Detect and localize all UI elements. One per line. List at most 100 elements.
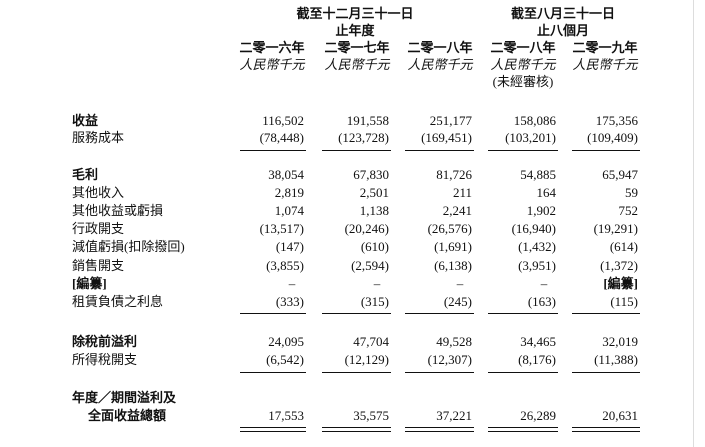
rule-line <box>322 427 391 428</box>
cell-value: (78,448) <box>259 130 304 145</box>
cell-value: (315) <box>360 294 389 309</box>
rule-line <box>488 372 558 373</box>
column-year: 二零一八年 <box>490 40 556 55</box>
cell-value: 2,819 <box>274 185 304 200</box>
rule-line <box>405 427 474 428</box>
cell-value: 37,221 <box>436 408 472 423</box>
cell-value: 164 <box>536 185 557 200</box>
cell-value: (2,594) <box>351 258 389 273</box>
cell-value: 1,074 <box>274 203 304 218</box>
cell-value: (103,201) <box>505 130 556 145</box>
cell-value: (614) <box>609 239 638 254</box>
rule-line <box>322 150 391 151</box>
cell-value: 1,138 <box>359 203 389 218</box>
cell-value: 175,356 <box>595 113 638 128</box>
row-label: 服務成本 <box>72 130 125 145</box>
group-header: 止年度 <box>335 23 375 38</box>
cell-value: 81,726 <box>436 167 472 182</box>
row-label: 行政開支 <box>72 221 125 236</box>
cell-value: 2,241 <box>442 203 472 218</box>
rule-line <box>240 150 306 151</box>
rule-line <box>240 431 306 432</box>
cell-value: (1,691) <box>434 239 472 254</box>
cell-value: 1,902 <box>526 203 556 218</box>
rule-line <box>405 150 474 151</box>
rule-line <box>488 427 558 428</box>
cell-value: (3,951) <box>518 258 556 273</box>
rule-line <box>322 431 391 432</box>
rule-line <box>322 313 391 314</box>
cell-value: 54,885 <box>520 167 556 182</box>
rule-line <box>488 313 558 314</box>
row-label: [編纂] <box>72 276 107 291</box>
cell-value: 752 <box>618 203 639 218</box>
cell-value: – <box>540 276 548 291</box>
cell-value: – <box>288 276 296 291</box>
cell-value: (115) <box>610 294 638 309</box>
cell-value: (333) <box>275 294 304 309</box>
cell-value: 35,575 <box>353 408 389 423</box>
cell-value: (163) <box>527 294 556 309</box>
column-unit: 人民幣千元 <box>490 57 556 72</box>
rule-line <box>322 372 391 373</box>
row-label: 年度／期間溢利及 <box>72 390 177 405</box>
cell-value: (6,138) <box>434 258 472 273</box>
cell-value: 65,947 <box>602 167 638 182</box>
cell-value: 49,528 <box>436 334 472 349</box>
cell-value: (12,307) <box>427 352 472 367</box>
rule-line <box>240 427 306 428</box>
cell-value: (610) <box>360 239 389 254</box>
cell-value: 251,177 <box>429 113 472 128</box>
cell-value: 32,019 <box>602 334 638 349</box>
cell-value: 20,631 <box>602 408 638 423</box>
row-label: 所得稅開支 <box>72 352 138 367</box>
rule-line <box>572 372 640 373</box>
cell-value: (12,129) <box>344 352 389 367</box>
cell-value: (3,855) <box>266 258 304 273</box>
cell-value: 158,086 <box>513 113 556 128</box>
column-note: (未經審核) <box>492 74 554 89</box>
row-label: 收益 <box>72 113 99 128</box>
cell-value: 24,095 <box>268 334 304 349</box>
rule-line <box>405 431 474 432</box>
row-label: 其他收益或虧損 <box>72 203 164 218</box>
row-label: 銷售開支 <box>72 258 125 273</box>
cell-value: (123,728) <box>338 130 389 145</box>
column-unit: 人民幣千元 <box>407 57 473 72</box>
cell-value: 34,465 <box>520 334 556 349</box>
cell-value: [編纂] <box>603 276 638 291</box>
cell-value: 59 <box>625 185 638 200</box>
cell-value: 26,289 <box>520 408 556 423</box>
cell-value: (19,291) <box>593 221 638 236</box>
cell-value: 2,501 <box>359 185 389 200</box>
cell-value: (1,372) <box>600 258 638 273</box>
cell-value: 47,704 <box>353 334 389 349</box>
rule-line <box>488 150 558 151</box>
cell-value: (1,432) <box>518 239 556 254</box>
row-label: 全面收益總額 <box>88 408 167 423</box>
row-label: 毛利 <box>72 167 99 182</box>
row-label: 減值虧損(扣除撥回) <box>72 239 185 254</box>
rule-line <box>572 313 640 314</box>
cell-value: 211 <box>452 185 472 200</box>
column-unit: 人民幣千元 <box>572 57 638 72</box>
row-label: 除稅前溢利 <box>72 334 138 349</box>
column-unit: 人民幣千元 <box>239 57 305 72</box>
rule-line <box>405 372 474 373</box>
column-year: 二零一八年 <box>407 40 473 55</box>
cell-value: (6,542) <box>266 352 304 367</box>
cell-value: 67,830 <box>353 167 389 182</box>
group-header: 截至八月三十一日 <box>510 6 616 21</box>
rule-line <box>240 372 306 373</box>
cell-value: (147) <box>275 239 304 254</box>
cell-value: (13,517) <box>259 221 304 236</box>
group-header: 截至十二月三十一日 <box>296 6 414 21</box>
cell-value: (20,246) <box>344 221 389 236</box>
rule-line <box>572 150 640 151</box>
cell-value: (169,451) <box>421 130 472 145</box>
row-label: 其他收入 <box>72 185 125 200</box>
column-year: 二零一六年 <box>239 40 305 55</box>
cell-value: 116,502 <box>262 113 304 128</box>
cell-value: (8,176) <box>518 352 556 367</box>
